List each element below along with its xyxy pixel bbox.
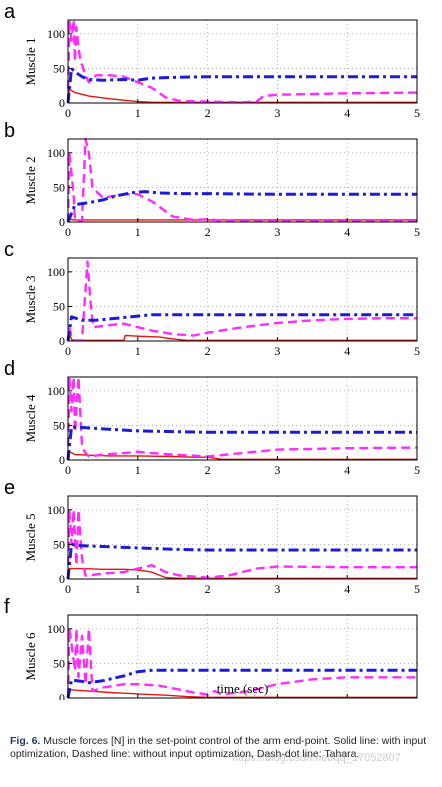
x-tick-label: 0 — [65, 463, 71, 477]
x-tick-label: 3 — [274, 463, 280, 477]
axes-frame — [67, 376, 418, 461]
y-tick-label: 100 — [47, 384, 65, 398]
y-tick-label: 50 — [53, 299, 65, 313]
figure-label: Fig. 6. — [10, 735, 41, 747]
series-solid-line — [67, 88, 417, 104]
x-tick-label: 0 — [65, 225, 71, 239]
x-tick-label: 0 — [65, 344, 71, 358]
series-dashdot-line — [66, 190, 417, 223]
x-tick-label: 0 — [65, 106, 71, 120]
x-tick-label: 5 — [414, 106, 420, 120]
series-dashed-line — [66, 18, 418, 104]
x-tick-label: 5 — [414, 582, 420, 596]
x-tick-label: 1 — [135, 225, 141, 239]
x-tick-label: 3 — [274, 582, 280, 596]
x-tick-label: 4 — [344, 225, 350, 239]
series-dashed-line — [66, 375, 418, 461]
watermark-text: https://blog.csdn.net/qq_17052807 — [232, 752, 401, 764]
y-tick-label: 100 — [47, 265, 65, 279]
y-tick-label: 0 — [59, 691, 65, 700]
y-axis-label: Muscle 4 — [23, 394, 38, 443]
y-axis-label: Muscle 1 — [23, 37, 38, 85]
x-tick-label: 0 — [65, 582, 71, 596]
y-tick-label: 100 — [47, 27, 65, 41]
series-dashed-line — [66, 508, 417, 580]
axes-frame — [67, 257, 418, 342]
panel-letter: b — [4, 120, 15, 142]
x-tick-label: 3 — [274, 225, 280, 239]
series-dashed-line — [66, 627, 417, 699]
axes-frame — [67, 19, 418, 104]
x-tick-label: 4 — [344, 582, 350, 596]
panel-f: 012345050100fMuscle 6 — [4, 596, 418, 700]
y-tick-label: 0 — [59, 572, 65, 586]
y-tick-label: 50 — [53, 537, 65, 551]
series-dashdot-line — [66, 542, 417, 580]
y-tick-label: 50 — [53, 180, 65, 194]
series-dashed-line — [66, 260, 417, 342]
x-tick-label: 1 — [135, 582, 141, 596]
y-tick-label: 50 — [53, 656, 65, 670]
y-tick-label: 50 — [53, 61, 65, 75]
y-tick-label: 0 — [59, 334, 65, 348]
y-axis-label: Muscle 3 — [23, 275, 38, 323]
x-tick-label: 3 — [274, 106, 280, 120]
y-tick-label: 50 — [53, 418, 65, 432]
x-axis-label: time (sec) — [217, 681, 269, 696]
y-axis-label: Muscle 6 — [23, 632, 38, 681]
x-tick-label: 5 — [414, 344, 420, 358]
y-tick-label: 100 — [47, 622, 65, 636]
panel-letter: f — [4, 596, 10, 618]
x-tick-label: 3 — [274, 344, 280, 358]
x-tick-label: 1 — [135, 106, 141, 120]
y-axis-label: Muscle 5 — [23, 513, 38, 561]
x-tick-label: 2 — [205, 225, 211, 239]
series-solid-line — [67, 689, 417, 699]
x-tick-label: 4 — [344, 463, 350, 477]
series-dashed-line — [66, 137, 417, 223]
panel-letter: d — [4, 358, 15, 380]
axes-frame — [67, 614, 418, 699]
x-tick-label: 2 — [205, 582, 211, 596]
series-solid-line — [67, 451, 417, 461]
series-solid-line — [67, 567, 417, 580]
x-tick-label: 1 — [135, 463, 141, 477]
x-tick-label: 4 — [344, 106, 350, 120]
x-tick-label: 2 — [205, 106, 211, 120]
x-tick-label: 5 — [414, 225, 420, 239]
y-tick-label: 0 — [59, 453, 65, 467]
series-dashdot-line — [66, 66, 417, 104]
panel-letter: a — [4, 1, 16, 23]
y-tick-label: 100 — [47, 146, 65, 160]
x-tick-label: 4 — [344, 344, 350, 358]
series-dashdot-line — [66, 425, 417, 461]
y-axis-label: Muscle 2 — [23, 156, 38, 204]
x-tick-label: 5 — [414, 463, 420, 477]
panel-letter: c — [4, 239, 14, 261]
x-tick-label: 2 — [205, 463, 211, 477]
axes-frame — [67, 138, 418, 223]
y-tick-label: 100 — [47, 503, 65, 517]
series-dashdot-line — [66, 668, 417, 699]
series-solid-line — [67, 332, 417, 342]
caption-text: Muscle forces [N] in the set-point contr… — [10, 735, 427, 760]
series-dashdot-line — [66, 313, 417, 342]
panel-letter: e — [4, 477, 15, 499]
axes-frame — [67, 495, 418, 580]
figure-caption: Fig. 6. Muscle forces [N] in the set-poi… — [10, 735, 434, 761]
x-tick-label: 2 — [205, 344, 211, 358]
y-tick-label: 0 — [59, 215, 65, 229]
x-tick-label: 1 — [135, 344, 141, 358]
y-tick-label: 0 — [59, 96, 65, 110]
